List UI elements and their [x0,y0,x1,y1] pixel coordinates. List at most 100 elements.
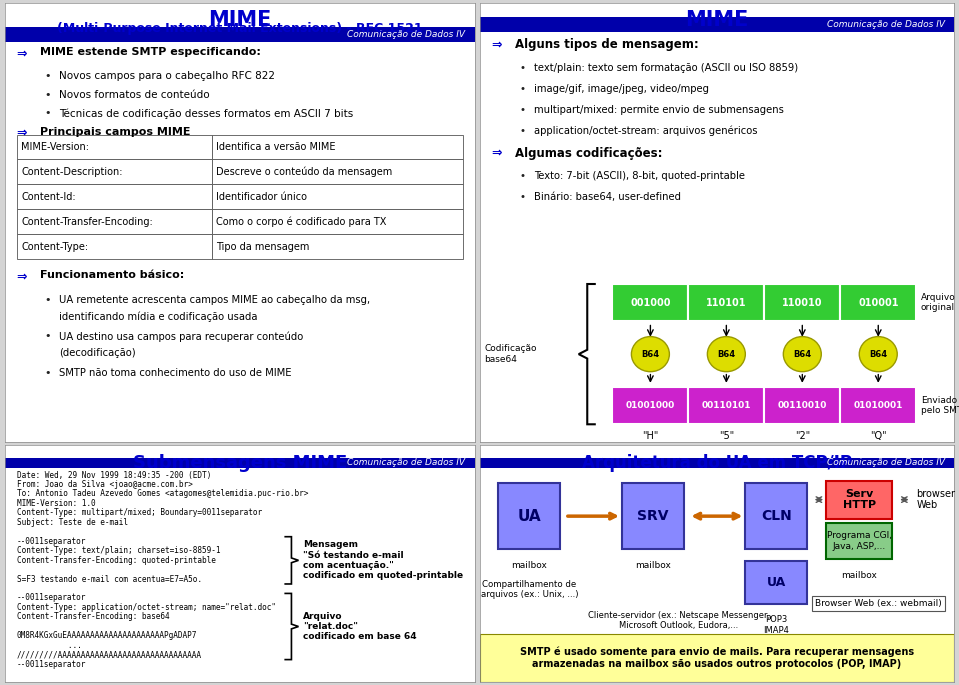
Text: UA: UA [766,576,785,589]
Text: Comunicação de Dados IV: Comunicação de Dados IV [827,21,945,29]
Text: (decodificação): (decodificação) [58,348,135,358]
Text: Funcionamento básico:: Funcionamento básico: [40,271,184,280]
Text: •: • [45,295,51,305]
Bar [16,160,212,184]
Text: 010001: 010001 [858,298,899,308]
Text: From: Joao da Silva <joao@acme.com.br>: From: Joao da Silva <joao@acme.com.br> [16,480,193,489]
Text: Arquitetura do UA em TCP/IP: Arquitetura do UA em TCP/IP [582,453,852,471]
Text: multipart/mixed: permite envio de submensagens: multipart/mixed: permite envio de submen… [534,105,784,114]
Text: Content-Type: multipart/mixed; Boundary=0011separator: Content-Type: multipart/mixed; Boundary=… [16,508,262,517]
Text: MIME-Version:: MIME-Version: [21,142,89,152]
Text: Content-Id:: Content-Id: [21,192,76,202]
Text: Mensagem
"Só testando e-mail
com acentuação."
codificado em quoted-printable: Mensagem "Só testando e-mail com acentua… [303,540,463,580]
Text: SMTP não toma conhecimento do uso de MIME: SMTP não toma conhecimento do uso de MIM… [58,368,292,378]
Bar [16,210,212,234]
Text: Principais campos MIME: Principais campos MIME [40,127,191,136]
Bar [826,481,893,519]
Text: Browser Web (ex.: webmail): Browser Web (ex.: webmail) [815,599,942,608]
Text: Novos formatos de conteúdo: Novos formatos de conteúdo [58,90,209,100]
Text: 00110101: 00110101 [702,401,751,410]
Text: UA remetente acrescenta campos MIME ao cabeçalho da msg,: UA remetente acrescenta campos MIME ao c… [58,295,370,305]
Bar [212,210,463,234]
Text: --0011separator: --0011separator [16,660,86,669]
Text: Content-Type: text/plain; charset=iso-8859-1: Content-Type: text/plain; charset=iso-88… [16,546,220,555]
Text: Cliente-servidor (ex.: Netscape Messenger,
Microsoft Outlook, Eudora,...: Cliente-servidor (ex.: Netscape Messenge… [588,611,770,630]
Text: •: • [520,84,526,94]
Bar [689,387,764,424]
Text: /////////AAAAAAAAAAAAAAAAAAAAAAAAAAAAAAA: /////////AAAAAAAAAAAAAAAAAAAAAAAAAAAAAAA [16,650,201,659]
Text: •: • [520,126,526,136]
Text: Como o corpo é codificado para TX: Como o corpo é codificado para TX [216,216,386,227]
Text: identificando mídia e codificação usada: identificando mídia e codificação usada [58,311,257,322]
Text: •: • [520,171,526,181]
Text: Comunicação de Dados IV: Comunicação de Dados IV [827,458,945,467]
Text: Comunicação de Dados IV: Comunicação de Dados IV [347,458,465,467]
Text: ⇒: ⇒ [16,47,27,60]
Text: 01001000: 01001000 [626,401,675,410]
Bar [5,27,475,42]
Text: •: • [45,108,51,119]
Text: Arquivo
"relat.doc"
codificado em base 64: Arquivo "relat.doc" codificado em base 6… [303,612,417,641]
Text: Descreve o conteúdo da mensagem: Descreve o conteúdo da mensagem [216,166,392,177]
Bar [5,458,475,468]
Text: "2": "2" [795,431,810,441]
Text: Alguns tipos de mensagem:: Alguns tipos de mensagem: [515,38,699,51]
Text: ⇒: ⇒ [491,147,502,160]
Text: Comunicação de Dados IV: Comunicação de Dados IV [347,30,465,39]
Text: MIME-Version: 1.0: MIME-Version: 1.0 [16,499,95,508]
Text: 110010: 110010 [782,298,823,308]
Text: mailbox: mailbox [511,561,548,570]
Text: ...: ... [16,640,82,649]
Bar [16,234,212,260]
Bar [212,134,463,160]
Text: "H": "H" [643,431,659,441]
Text: Subject: Teste de e-mail: Subject: Teste de e-mail [16,518,128,527]
Text: Content-Transfer-Encoding: quoted-printable: Content-Transfer-Encoding: quoted-printa… [16,556,216,564]
Text: Submensagens MIME: Submensagens MIME [132,453,347,471]
Text: •: • [520,62,526,73]
Bar [811,597,945,611]
Text: Programa CGI,
Java, ASP,...: Programa CGI, Java, ASP,... [827,532,892,551]
Text: Content-Transfer-Encoding: base64: Content-Transfer-Encoding: base64 [16,612,169,621]
Text: --0011separator: --0011separator [16,537,86,546]
Text: 110101: 110101 [706,298,747,308]
Text: image/gif, image/jpeg, video/mpeg: image/gif, image/jpeg, video/mpeg [534,84,709,94]
Text: Arquivo
original: Arquivo original [921,293,956,312]
Circle shape [708,336,745,372]
Text: Binário: base64, user-defined: Binário: base64, user-defined [534,192,681,202]
Circle shape [859,336,898,372]
Text: •: • [45,368,51,378]
Bar [212,160,463,184]
Text: •: • [45,332,51,341]
Text: •: • [520,192,526,202]
Circle shape [784,336,821,372]
Bar [480,634,954,682]
Text: B64: B64 [642,349,660,359]
Text: Codificação
base64: Codificação base64 [484,345,537,364]
Text: Content-Type: application/octet-stream; name="relat.doc": Content-Type: application/octet-stream; … [16,603,275,612]
Text: UA destino usa campos para recuperar conteúdo: UA destino usa campos para recuperar con… [58,332,303,342]
Text: •: • [45,90,51,100]
Text: Técnicas de codificação desses formatos em ASCII 7 bits: Técnicas de codificação desses formatos … [58,108,353,119]
Text: "Q": "Q" [870,431,886,441]
Text: ⇒: ⇒ [16,271,27,284]
Text: Texto: 7-bit (ASCII), 8-bit, quoted-printable: Texto: 7-bit (ASCII), 8-bit, quoted-prin… [534,171,745,181]
Text: text/plain: texto sem formatação (ASCII ou ISO 8859): text/plain: texto sem formatação (ASCII … [534,62,798,73]
Text: CLN: CLN [760,509,791,523]
Bar [613,284,689,321]
Text: •: • [520,105,526,114]
Bar [480,17,954,32]
Text: 00110010: 00110010 [778,401,827,410]
Text: Date: Wed, 29 Nov 1999 18:49:35 -200 (EDT): Date: Wed, 29 Nov 1999 18:49:35 -200 (ED… [16,471,211,479]
Text: B64: B64 [717,349,736,359]
Bar [212,234,463,260]
Text: (Multi-Purpose Internet Mail Extensions) - RFC 1521: (Multi-Purpose Internet Mail Extensions)… [57,23,423,35]
Bar [499,483,560,549]
Text: Tipo da mensagem: Tipo da mensagem [216,242,310,252]
Text: 001000: 001000 [630,298,670,308]
Text: UA: UA [518,509,541,523]
Text: Content-Type:: Content-Type: [21,242,88,252]
Text: mailbox: mailbox [635,561,670,570]
Text: Novos campos para o cabeçalho RFC 822: Novos campos para o cabeçalho RFC 822 [58,71,275,82]
Text: Content-Transfer-Encoding:: Content-Transfer-Encoding: [21,217,153,227]
